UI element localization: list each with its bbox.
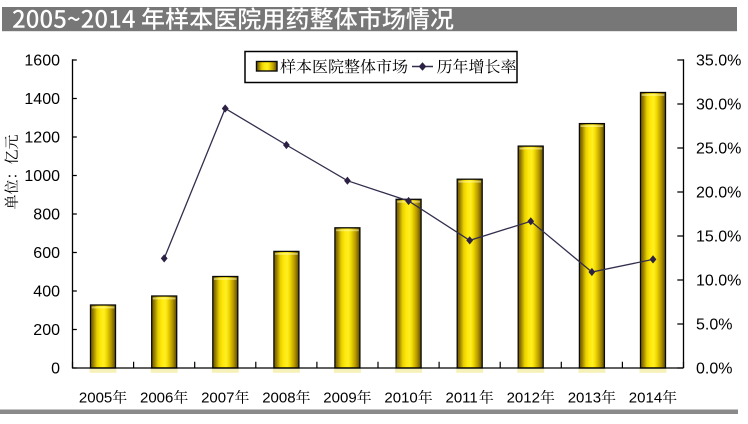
svg-text:5.0%: 5.0% bbox=[696, 317, 732, 334]
svg-text:2008: 2008 bbox=[262, 390, 295, 407]
svg-text:600: 600 bbox=[33, 245, 60, 262]
svg-text:2014: 2014 bbox=[629, 390, 662, 407]
svg-text:35.0%: 35.0% bbox=[696, 53, 741, 70]
svg-text:0: 0 bbox=[51, 361, 60, 378]
svg-text:1000: 1000 bbox=[24, 168, 60, 185]
svg-text:2005: 2005 bbox=[79, 390, 112, 407]
svg-text:2011: 2011 bbox=[446, 390, 478, 407]
svg-text:1600: 1600 bbox=[24, 53, 60, 70]
svg-text:2006: 2006 bbox=[140, 390, 173, 407]
svg-text:15.0%: 15.0% bbox=[696, 229, 741, 246]
svg-text:2010: 2010 bbox=[384, 390, 417, 407]
svg-text:2009: 2009 bbox=[323, 390, 356, 407]
svg-text:25.0%: 25.0% bbox=[696, 141, 741, 158]
svg-text:400: 400 bbox=[33, 284, 60, 301]
svg-text:800: 800 bbox=[33, 207, 60, 224]
svg-text:200: 200 bbox=[33, 322, 60, 339]
svg-text:2012: 2012 bbox=[507, 390, 540, 407]
svg-text:1400: 1400 bbox=[24, 91, 60, 108]
svg-text:0.0%: 0.0% bbox=[696, 361, 732, 378]
svg-text:20.0%: 20.0% bbox=[696, 185, 741, 202]
svg-text:2007: 2007 bbox=[201, 390, 234, 407]
svg-text:1200: 1200 bbox=[24, 130, 60, 147]
svg-text:10.0%: 10.0% bbox=[696, 273, 741, 290]
svg-text:30.0%: 30.0% bbox=[696, 97, 741, 114]
svg-text:2013: 2013 bbox=[568, 390, 601, 407]
